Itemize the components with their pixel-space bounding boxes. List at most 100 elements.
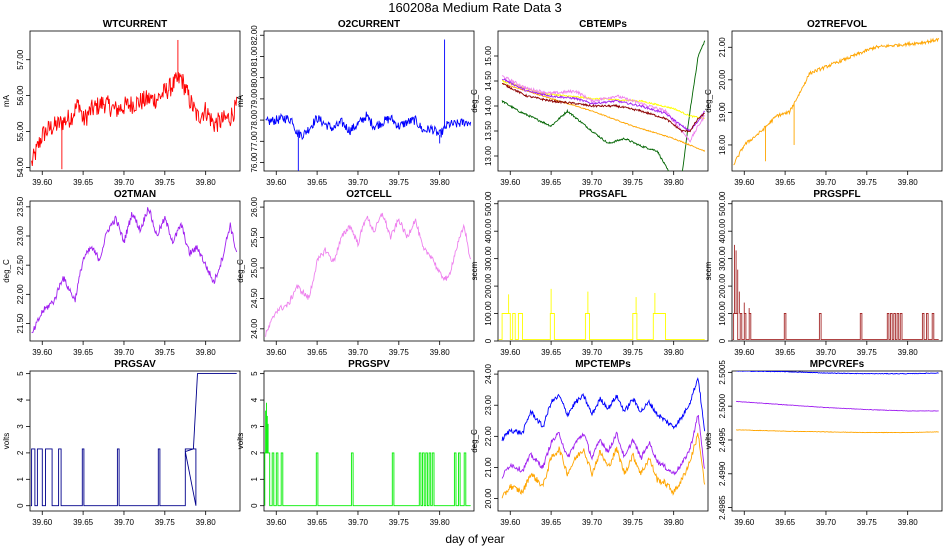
x-tick-label: 39.80 (898, 348, 919, 357)
plot-area (733, 37, 940, 166)
plot-frame (29, 30, 241, 172)
series-line-prgsafl (498, 313, 705, 341)
plot-area (264, 402, 471, 507)
panel-title: O2TCELL (346, 189, 392, 200)
y-tick-label: 400.00 (484, 218, 493, 243)
y-tick-label: 3 (16, 424, 25, 429)
page-title: 160208a Medium Rate Data 3 (388, 0, 561, 15)
plot-frame (731, 370, 943, 512)
y-axis-label: deg_C (236, 259, 245, 283)
series-line-vref3 (735, 429, 939, 434)
x-tick-label: 39.75 (389, 518, 410, 527)
y-tick-label: 14.00 (484, 95, 493, 116)
x-tick-label: 39.60 (734, 518, 755, 527)
y-tick-label: 78.00 (250, 110, 259, 131)
y-tick-label: 26.00 (250, 197, 259, 218)
series-line-wtcurrent (31, 72, 238, 167)
panel-title: CBTEMPs (579, 19, 627, 30)
x-tick-label: 39.75 (389, 178, 410, 187)
chart-wtcurrent: WTCURRENT mA 39.60 39.65 39.70 39.75 39.80 54.0… (2, 19, 241, 187)
x-tick-label: 39.65 (307, 348, 328, 357)
x-tick-label: 39.75 (623, 178, 644, 187)
x-tick-label: 39.65 (541, 518, 562, 527)
y-tick-label: 300.00 (484, 246, 493, 271)
x-tick-label: 39.70 (114, 518, 135, 527)
series-line-prgspv (264, 452, 471, 507)
x-tick-label: 39.65 (541, 348, 562, 357)
y-tick-label: 15.00 (484, 45, 493, 66)
y-tick-label: 18.00 (718, 134, 727, 155)
y-tick-label: 4 (250, 397, 259, 402)
x-tick-label: 39.60 (266, 348, 287, 357)
panel-title: O2TREFVOL (807, 19, 867, 30)
y-tick-label: 2.4990 (718, 461, 727, 486)
y-tick-label: 2.5005 (718, 360, 727, 385)
series-line-o2trefvol (733, 37, 940, 166)
x-tick-label: 39.60 (500, 348, 521, 357)
x-tick-label: 39.65 (775, 348, 796, 357)
plot-area (732, 244, 939, 341)
chart-o2current: O2CURRENT mA 39.60 39.65 39.70 39.75 39.80 76.0… (236, 19, 475, 187)
x-tick-label: 39.75 (623, 518, 644, 527)
y-tick-label: 5 (16, 371, 25, 376)
x-tick-label: 39.80 (196, 518, 217, 527)
x-tick-label: 39.75 (155, 178, 176, 187)
x-tick-label: 39.65 (775, 518, 796, 527)
chart-prgsafl: PRGSAFL sccm 39.60 39.65 39.70 39.75 39.80 0 100… (470, 189, 709, 357)
x-tick-label: 39.60 (500, 518, 521, 527)
x-tick-label: 39.60 (32, 348, 53, 357)
y-tick-label: 23.00 (484, 395, 493, 416)
plot-area (31, 39, 238, 170)
plot-frame (497, 370, 709, 512)
y-tick-label: 77.00 (250, 131, 259, 152)
y-tick-label: 300.00 (718, 246, 727, 271)
y-tick-label: 55.00 (16, 121, 25, 142)
x-tick-label: 39.70 (816, 178, 837, 187)
series-line-cb4 (501, 75, 705, 143)
chart-prgsav: PRGSAV volts 39.60 39.65 39.70 39.75 39.80 0 1 2 3… (2, 359, 241, 527)
x-tick-label: 39.75 (155, 348, 176, 357)
y-tick-label: 2.5000 (718, 393, 727, 418)
y-tick-label: 25.50 (250, 227, 259, 248)
y-axis-label: volts (704, 433, 713, 449)
x-tick-label: 39.60 (266, 178, 287, 187)
y-tick-label: 23.50 (16, 196, 25, 217)
x-tick-label: 39.65 (775, 178, 796, 187)
plot-area (501, 40, 706, 171)
series-line-o2tman (31, 207, 238, 334)
x-tick-label: 39.80 (196, 178, 217, 187)
series-line-cb5 (502, 78, 705, 132)
y-tick-label: 54.00 (16, 157, 25, 178)
y-tick-label: 1 (250, 477, 259, 482)
y-axis-label: sccm (704, 261, 713, 280)
x-tick-label: 39.65 (541, 178, 562, 187)
chart-o2trefvol: O2TREFVOL deg_C 39.60 39.65 39.70 39.75 39.80 1… (704, 19, 943, 187)
series-line-cb3 (502, 80, 705, 120)
chart-mpctemps: MPCTEMPs deg_C 39.60 39.65 39.70 39.75 39.80 20… (470, 359, 709, 527)
x-tick-label: 39.75 (857, 178, 878, 187)
y-tick-label: 57.00 (16, 49, 25, 70)
y-tick-label: 21.00 (718, 37, 727, 58)
x-tick-label: 39.60 (32, 518, 53, 527)
y-tick-label: 14.50 (484, 70, 493, 91)
x-tick-label: 39.60 (500, 178, 521, 187)
x-tick-label: 39.80 (898, 178, 919, 187)
series-line-o2current (265, 111, 472, 141)
y-tick-label: 20.00 (718, 69, 727, 90)
y-tick-label: 23.00 (16, 225, 25, 246)
x-tick-label: 39.70 (816, 518, 837, 527)
y-tick-label: 20.00 (484, 488, 493, 509)
y-axis-label: mA (236, 94, 245, 107)
y-tick-label: 2 (250, 450, 259, 455)
y-tick-label: 4 (16, 397, 25, 402)
panels-grid: WTCURRENT mA 39.60 39.65 39.70 39.75 39.80 54.0… (2, 19, 943, 527)
y-axis-label: deg_C (470, 89, 479, 113)
x-tick-label: 39.80 (430, 518, 451, 527)
plot-frame (263, 30, 475, 172)
series-line-cb1 (501, 40, 706, 171)
x-tick-label: 39.75 (623, 348, 644, 357)
panel-title: O2CURRENT (338, 19, 400, 30)
y-tick-label: 22.00 (484, 426, 493, 447)
x-tick-label: 39.70 (582, 178, 603, 187)
series-line-cb2 (501, 82, 706, 152)
